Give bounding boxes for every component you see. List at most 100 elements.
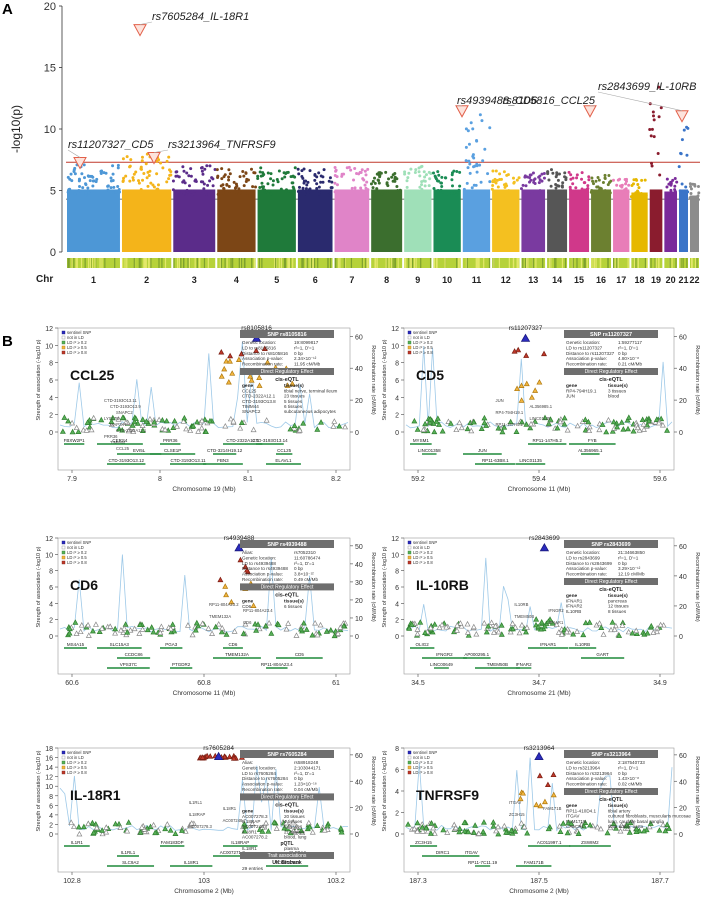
density-tick — [244, 258, 245, 268]
chr-point — [642, 193, 645, 196]
gene-label: ZSWIM2 — [581, 840, 599, 845]
chr-point — [553, 193, 556, 196]
chr-point — [189, 167, 192, 170]
density-tick — [368, 258, 369, 268]
chr-point — [609, 180, 612, 183]
gene-title: IL-18R1 — [70, 787, 121, 803]
y-tick-label: 12 — [391, 536, 399, 543]
density-tick — [81, 258, 82, 268]
chr-point — [590, 189, 593, 192]
info-key: Recombination rate: — [242, 787, 283, 792]
density-tick — [314, 258, 315, 268]
density-tick — [696, 258, 697, 268]
density-tick — [573, 258, 574, 268]
legend-entry: LD r² ≥ 0.8 — [413, 350, 433, 355]
chr-point — [525, 184, 528, 187]
recomb-tick-label: 10 — [355, 616, 363, 623]
chr-point — [128, 180, 131, 183]
snp-point — [113, 631, 118, 635]
chr-point — [640, 179, 643, 182]
snp-point — [306, 820, 311, 824]
chr-point — [345, 193, 348, 196]
chr-point — [580, 178, 583, 181]
density-tick — [377, 258, 378, 268]
chr-point — [678, 165, 681, 168]
snp-point — [257, 375, 262, 379]
info-title: SNP rs2843699 — [591, 542, 630, 548]
chr-point — [491, 184, 494, 187]
legend-swatch — [62, 336, 65, 339]
density-tick — [691, 258, 692, 268]
snp-point — [128, 628, 133, 632]
chr-point — [364, 187, 367, 190]
legend-swatch — [408, 771, 411, 774]
chr-point — [305, 190, 308, 193]
recomb-tick-label: 40 — [355, 562, 363, 569]
snp-point — [525, 831, 530, 835]
chr-point — [470, 121, 473, 124]
pqtl-gene: IL18R1 — [242, 846, 257, 851]
chr-point — [616, 190, 619, 193]
snp-point — [597, 427, 602, 431]
chr-point — [612, 179, 615, 182]
chr-point — [425, 173, 428, 176]
density-tick — [542, 258, 543, 268]
snp-point — [665, 428, 670, 432]
density-tick — [616, 258, 617, 268]
chr-point — [451, 173, 454, 176]
chr-point — [109, 186, 112, 189]
x-tick-label: 59.4 — [532, 476, 546, 483]
snp-point — [227, 754, 232, 758]
chr-point — [305, 183, 308, 186]
y-axis-label: Strength of association (-log10 p) — [36, 339, 42, 420]
snp-point — [465, 622, 470, 626]
chr-point — [321, 175, 324, 178]
chr-point — [259, 166, 262, 169]
chr-point — [554, 186, 557, 189]
chr-point — [216, 168, 219, 171]
chr-point — [304, 193, 307, 196]
gene-label: IFNAR2 — [516, 662, 533, 667]
density-tick — [638, 258, 639, 268]
chr-point — [495, 182, 498, 185]
gene-title: CD5 — [416, 367, 444, 383]
chr-point — [573, 191, 576, 194]
snp-point — [216, 622, 221, 626]
density-tick — [581, 258, 582, 268]
density-tick — [143, 258, 144, 268]
density-tick — [509, 258, 510, 268]
info-value: r²=1, D'=1 — [294, 561, 315, 566]
snp-point — [587, 620, 592, 624]
chr-point — [648, 128, 651, 131]
chr-point — [256, 177, 259, 180]
chr-point — [657, 152, 660, 155]
density-tick — [513, 258, 514, 268]
gene-label: CD6 — [228, 642, 237, 647]
chr-point — [235, 191, 238, 194]
chr-point — [564, 178, 567, 181]
chr-point — [78, 179, 81, 182]
legend-swatch — [62, 341, 65, 344]
chr-point — [373, 177, 376, 180]
table-gene: JUN — [566, 394, 575, 399]
density-tick — [493, 258, 494, 268]
density-tick — [412, 258, 413, 268]
info-key: Genetic location: — [242, 555, 276, 560]
chr-point — [526, 175, 529, 178]
snp-point — [190, 632, 195, 636]
y-tick-label: 2 — [395, 618, 399, 625]
annotation-label: rs7605284_IL-18R1 — [152, 11, 249, 23]
chr-point — [406, 176, 409, 179]
info-key: Association p-value: — [566, 356, 607, 361]
chr-point — [169, 173, 172, 176]
gene-label: LINC01358 — [418, 448, 441, 453]
snp-point — [69, 820, 74, 824]
chr-point — [118, 188, 121, 191]
chr-point — [696, 199, 699, 202]
info-value: 0.02 cM/Mb — [618, 782, 642, 787]
snp-point — [168, 828, 173, 832]
legend-swatch — [408, 546, 411, 549]
gene-label: CTD-3214H19.12 — [207, 448, 243, 453]
snp-point — [223, 424, 228, 428]
chr-point-band-10 — [433, 189, 460, 252]
